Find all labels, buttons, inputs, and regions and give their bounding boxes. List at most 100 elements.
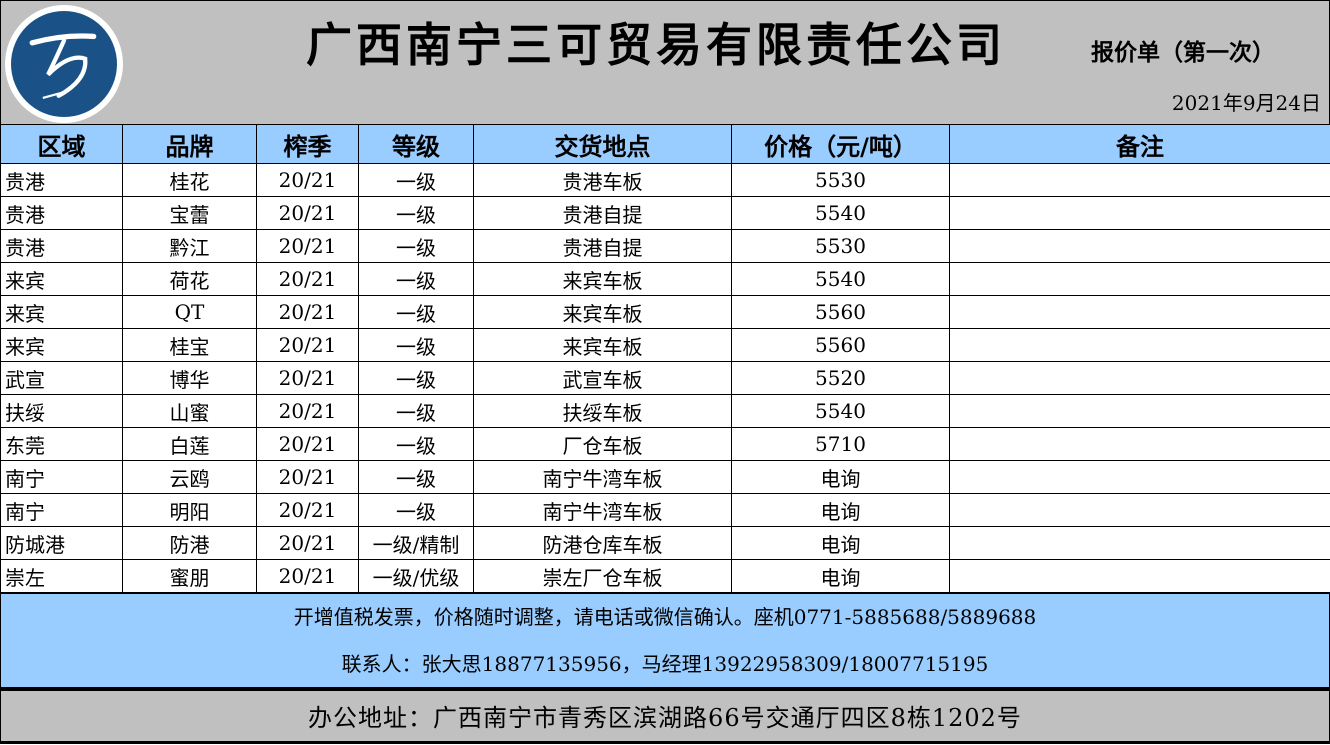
table-cell: 来宾车板	[474, 329, 732, 362]
table-cell: 来宾	[1, 329, 123, 362]
table-cell: 一级	[359, 197, 474, 230]
column-header: 等级	[359, 125, 474, 164]
table-cell: 扶绥	[1, 395, 123, 428]
table-cell: 武宣	[1, 362, 123, 395]
table-cell: 5560	[732, 329, 950, 362]
table-cell: 扶绥车板	[474, 395, 732, 428]
table-cell: 武宣车板	[474, 362, 732, 395]
table-cell: 明阳	[123, 494, 257, 527]
table-cell: 贵港车板	[474, 164, 732, 197]
quote-date: 2021年9月24日	[1172, 87, 1321, 116]
table-cell: 一级	[359, 395, 474, 428]
column-header: 价格（元/吨）	[732, 125, 950, 164]
table-cell: 贵港	[1, 164, 123, 197]
table-cell: 20/21	[257, 527, 359, 560]
table-cell: 来宾车板	[474, 296, 732, 329]
table-cell: 5540	[732, 197, 950, 230]
table-cell: 南宁牛湾车板	[474, 461, 732, 494]
table-cell: 来宾车板	[474, 263, 732, 296]
table-cell: 5560	[732, 296, 950, 329]
contact-note: 联系人：张大思18877135956，马经理13922958309/180077…	[1, 641, 1329, 688]
table-cell: 来宾	[1, 263, 123, 296]
table-cell: 厂仓车板	[474, 428, 732, 461]
table-cell: 20/21	[257, 494, 359, 527]
table-cell: 5520	[732, 362, 950, 395]
table-cell	[950, 296, 1330, 329]
table-cell: 贵港自提	[474, 197, 732, 230]
table-cell: QT	[123, 296, 257, 329]
table-cell	[950, 197, 1330, 230]
table-cell: 20/21	[257, 230, 359, 263]
table-cell	[950, 230, 1330, 263]
table-cell	[950, 263, 1330, 296]
column-header: 榨季	[257, 125, 359, 164]
table-cell: 20/21	[257, 395, 359, 428]
table-cell: 电询	[732, 461, 950, 494]
company-title: 广西南宁三可贸易有限责任公司	[231, 9, 1081, 75]
table-cell	[950, 461, 1330, 494]
table-cell: 荷花	[123, 263, 257, 296]
table-cell	[950, 395, 1330, 428]
table-cell: 南宁	[1, 461, 123, 494]
table-cell: 5710	[732, 428, 950, 461]
table-cell: 贵港	[1, 230, 123, 263]
table-cell: 贵港	[1, 197, 123, 230]
table-cell: 5530	[732, 164, 950, 197]
table-cell: 20/21	[257, 362, 359, 395]
company-logo	[5, 5, 123, 123]
table-cell: 一级	[359, 263, 474, 296]
table-cell	[950, 428, 1330, 461]
table-cell: 南宁	[1, 494, 123, 527]
quote-subtitle: 报价单（第一次）	[1091, 33, 1275, 67]
table-cell: 东莞	[1, 428, 123, 461]
table-cell: 防城港	[1, 527, 123, 560]
office-address: 办公地址：广西南宁市青秀区滨湖路66号交通厅四区8栋1202号	[0, 690, 1330, 744]
table-cell: 一级	[359, 296, 474, 329]
table-cell: 20/21	[257, 461, 359, 494]
table-cell	[950, 362, 1330, 395]
table-cell: 崇左厂仓车板	[474, 560, 732, 593]
column-header: 备注	[950, 125, 1330, 164]
table-cell: 一级	[359, 164, 474, 197]
table-cell: 桂花	[123, 164, 257, 197]
table-cell: 一级/优级	[359, 560, 474, 593]
table-cell	[950, 560, 1330, 593]
table-cell: 电询	[732, 560, 950, 593]
table-cell: 5530	[732, 230, 950, 263]
table-cell: 山蜜	[123, 395, 257, 428]
table-cell: 一级	[359, 494, 474, 527]
table-cell: 20/21	[257, 263, 359, 296]
table-cell: 20/21	[257, 428, 359, 461]
table-cell: 电询	[732, 494, 950, 527]
table-cell: 一级	[359, 230, 474, 263]
table-cell: 博华	[123, 362, 257, 395]
column-header: 品牌	[123, 125, 257, 164]
notes-section: 开增值税发票，价格随时调整，请电话或微信确认。座机0771-5885688/58…	[0, 593, 1330, 690]
logo-icon	[11, 11, 117, 117]
table-cell: 20/21	[257, 197, 359, 230]
table-cell: 电询	[732, 527, 950, 560]
table-cell	[950, 329, 1330, 362]
table-cell	[950, 494, 1330, 527]
table-cell	[950, 164, 1330, 197]
table-cell: 来宾	[1, 296, 123, 329]
table-cell: 一级/精制	[359, 527, 474, 560]
table-cell: 20/21	[257, 560, 359, 593]
column-header: 区域	[1, 125, 123, 164]
table-cell	[950, 527, 1330, 560]
invoice-note: 开增值税发票，价格随时调整，请电话或微信确认。座机0771-5885688/58…	[1, 594, 1329, 641]
